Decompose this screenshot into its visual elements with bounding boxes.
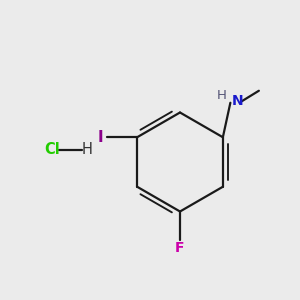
- Text: Cl: Cl: [45, 142, 60, 158]
- Text: I: I: [98, 130, 103, 145]
- Text: H: H: [82, 142, 92, 158]
- Text: F: F: [175, 241, 185, 254]
- Text: H: H: [217, 89, 227, 102]
- Text: N: N: [232, 94, 244, 108]
